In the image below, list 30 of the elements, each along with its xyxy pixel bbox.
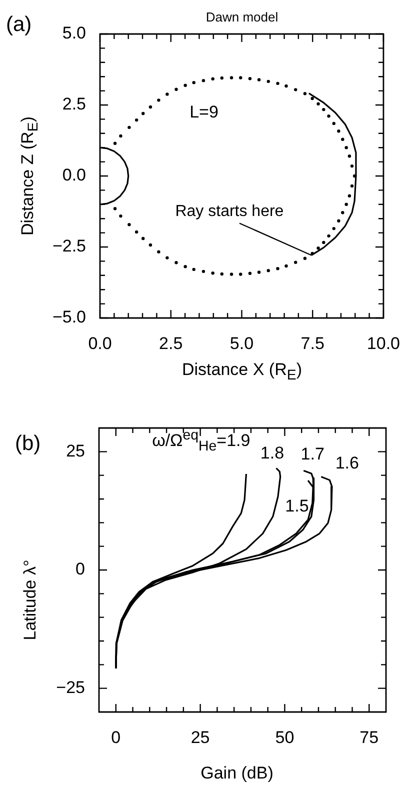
x-tick-label: 5.0 <box>230 334 254 353</box>
legend-label: 1.6 <box>335 453 359 472</box>
y-tick-label: −5.0 <box>52 308 86 327</box>
series-label: 1.5 <box>285 496 309 516</box>
y-tick-label: 0 <box>76 560 85 579</box>
x-axis-title: Distance X (R$_{E}$) <box>182 360 302 384</box>
text: (a) <box>6 13 32 36</box>
y-tick-label: 25 <box>66 441 85 460</box>
y-axis-title: Latitude λ° <box>20 560 40 640</box>
x-tick-label: 25 <box>190 728 210 747</box>
x-tick-label: 7.5 <box>300 334 324 353</box>
y-tick-label: 5.0 <box>62 24 86 43</box>
y-tick-label: −25 <box>56 678 85 698</box>
y-tick-label: 0.0 <box>62 166 86 185</box>
legend-label: 1.8 <box>260 444 284 463</box>
y-tick-label: 2.5 <box>62 94 86 114</box>
y-tick-label: −2.5 <box>52 236 86 256</box>
chart-title: Dawn model <box>206 10 278 24</box>
annotation: Ray starts here <box>175 203 284 220</box>
legend-label: ω/Ω$^{eq}$$_{He}$=1.9 <box>152 427 250 454</box>
series-label: L=9 <box>190 102 218 122</box>
x-tick-label: 0.0 <box>88 334 112 353</box>
x-tick-label: 0 <box>111 728 121 747</box>
x-tick-label: 75 <box>360 728 379 747</box>
x-tick-label: 10.0 <box>366 334 400 353</box>
x-tick-label: 2.5 <box>159 334 183 353</box>
x-axis-title: Gain (dB) <box>200 764 274 782</box>
legend-label: 1.7 <box>300 444 324 464</box>
text: (b) <box>15 432 41 455</box>
x-tick-label: 50 <box>275 728 294 747</box>
